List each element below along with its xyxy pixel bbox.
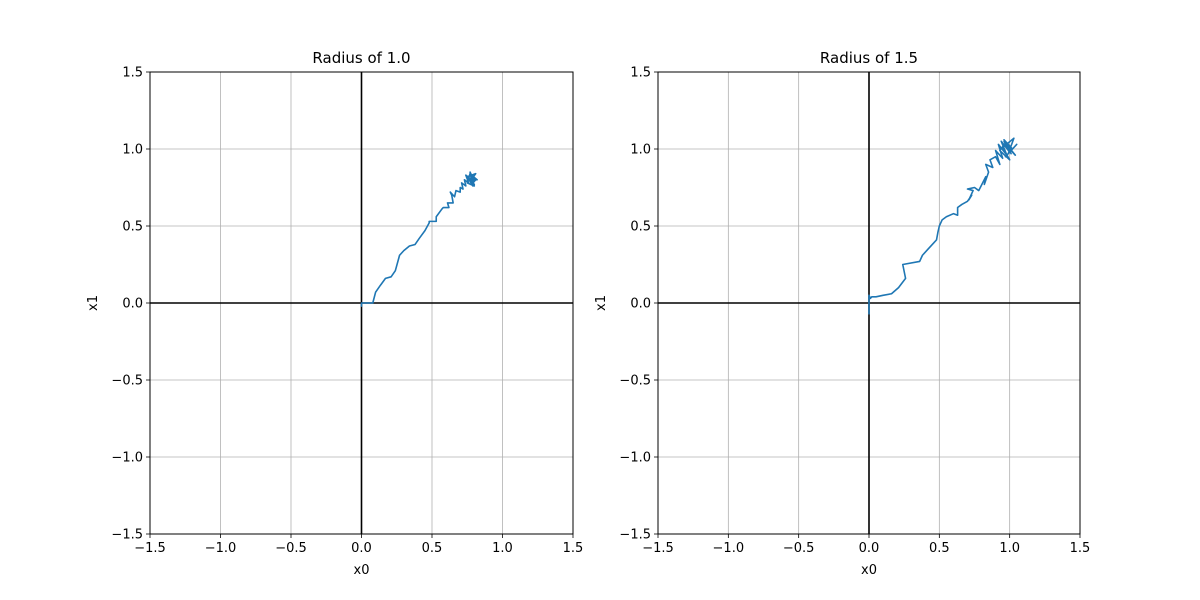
- subplot-right-series-line-0: [868, 137, 1018, 315]
- subplot-left-ytick-label-1: −1.0: [111, 451, 143, 466]
- subplot-right-xtick-label-0: −1.5: [642, 541, 674, 556]
- subplot-left-xtick-label-4: 0.5: [422, 541, 443, 556]
- subplot-left-ytick-label-0: −1.5: [111, 528, 143, 543]
- subplot-left-ytick-label-3: 0.0: [122, 297, 143, 312]
- subplot-left-ytick-label-6: 1.5: [122, 66, 143, 81]
- subplot-right-ytick-label-0: −1.5: [619, 528, 651, 543]
- subplot-right-xtick-label-4: 0.5: [929, 541, 950, 556]
- subplot-left-xtick-label-0: −1.5: [134, 541, 166, 556]
- subplot-right-ytick-label-2: −0.5: [619, 374, 651, 389]
- subplot-left-xtick-label-5: 1.0: [492, 541, 513, 556]
- subplot-left: −1.5 −1.0 −0.5 0.0 0.5 1.0 1.5 −1.5 −1.0 −0.5 0.0 0…: [86, 49, 583, 578]
- subplot-right-ytick-label-4: 0.5: [630, 220, 651, 235]
- subplot-right-xtick-label-6: 1.5: [1070, 541, 1091, 556]
- subplot-right-title: Radius of 1.5: [820, 49, 918, 67]
- subplot-left-series-line-0: [360, 171, 478, 307]
- subplot-right-xtick-label-1: −1.0: [713, 541, 745, 556]
- subplot-left-ytick-label-2: −0.5: [111, 374, 143, 389]
- subplot-left-xtick-label-6: 1.5: [563, 541, 584, 556]
- subplot-right-xtick-label-5: 1.0: [999, 541, 1020, 556]
- subplot-right: −1.5 −1.0 −0.5 0.0 0.5 1.0 1.5 −1.5 −1.0 −0.5 0.0 0…: [594, 49, 1090, 578]
- subplot-left-title: Radius of 1.0: [312, 49, 410, 67]
- subplot-left-ytick-label-5: 1.0: [122, 143, 143, 158]
- subplot-right-xlabel: x0: [861, 563, 877, 578]
- subplot-left-xlabel: x0: [354, 563, 370, 578]
- subplot-right-ylabel: x1: [594, 295, 609, 311]
- subplot-right-ytick-label-3: 0.0: [630, 297, 651, 312]
- subplot-right-ytick-label-5: 1.0: [630, 143, 651, 158]
- subplot-right-xtick-label-3: 0.0: [859, 541, 880, 556]
- subplot-left-xtick-label-3: 0.0: [351, 541, 372, 556]
- subplot-left-xtick-label-1: −1.0: [205, 541, 237, 556]
- subplot-left-xtick-label-2: −0.5: [275, 541, 307, 556]
- subplot-left-ylabel: x1: [86, 295, 101, 311]
- subplot-right-ytick-label-1: −1.0: [619, 451, 651, 466]
- subplot-right-ytick-label-6: 1.5: [630, 66, 651, 81]
- subplot-left-ytick-label-4: 0.5: [122, 220, 143, 235]
- subplot-right-xtick-label-2: −0.5: [783, 541, 815, 556]
